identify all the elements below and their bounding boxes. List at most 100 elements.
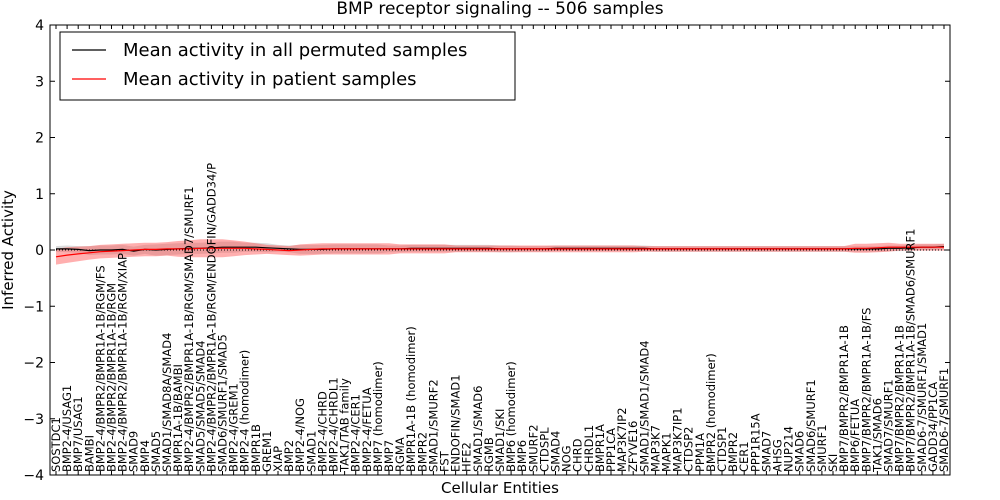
x-tick-label: SKI — [826, 454, 840, 472]
x-tick-label: BMP7/BMPR2/BMPR1A-1B/FS — [859, 308, 873, 472]
x-tick-label: NOG — [560, 445, 574, 472]
x-tick-label: CTDSP1 — [715, 427, 729, 472]
x-tick-label: BMP2-4/BMPR2/BMPR1A-1B/RGM/XIAP — [116, 253, 130, 472]
x-tick-label: MAP3K7IP1 — [671, 407, 685, 472]
x-tick-label: BMP2-4/FETUA — [360, 387, 374, 472]
x-tick-label: MAP3K7IP2 — [615, 407, 629, 472]
chart-title: BMP receptor signaling -- 506 samples — [336, 0, 663, 19]
x-tick-label: SMAD4 — [549, 431, 563, 472]
x-tick-label: BMP2-4/GREM1 — [227, 383, 241, 472]
x-tick-label: SMAD6-7/SMURF1 — [937, 368, 951, 472]
x-tick-label: BMP7 — [382, 440, 396, 472]
x-tick-label: SMAD5/SMAD5/SMAD4 — [193, 340, 207, 472]
x-tick-label: TAK1/SMAD6 — [870, 398, 884, 473]
x-tick-label: GREM1 — [260, 431, 274, 472]
x-tick-label: SMAD6-7/SMURF1/SMAD1 — [915, 323, 929, 472]
x-tick-label: BMP2-4/CHRD — [315, 391, 329, 472]
x-tick-label: BMP2-4/CHRDL1 — [327, 377, 341, 472]
x-tick-label: BAMBI — [82, 435, 96, 472]
x-tick-label: BMP6 — [515, 440, 529, 472]
x-tick-label: BMP2-4 (homodimer) — [238, 350, 252, 472]
x-tick-label: SMAD9 — [127, 431, 141, 472]
x-tick-label: ENDOFIN/SMAD1 — [449, 374, 463, 472]
x-tick-label: SMAD1/SKI — [493, 409, 507, 472]
x-tick-label: NUP214 — [782, 426, 796, 472]
y-tick-label: −2 — [23, 356, 44, 372]
y-tick-label: 0 — [35, 243, 44, 259]
x-tick-label: CHRDL1 — [582, 425, 596, 472]
x-tick-label: CHRD — [571, 438, 585, 472]
x-tick-label: SMURF2 — [526, 424, 540, 472]
x-tick-label: BMP2-4/USAG1 — [60, 385, 74, 472]
x-tick-label: RGMA — [393, 437, 407, 472]
x-axis-label: Cellular Entities — [441, 479, 559, 497]
x-tick-label: SMAD7 — [759, 431, 773, 472]
x-tick-label: ZFYVE16 — [626, 421, 640, 472]
x-tick-label: SMAD1/SMAD6 — [471, 386, 485, 472]
plot-frame — [49, 24, 951, 476]
x-tick-label: SMAD7/SMURF1 — [882, 379, 896, 472]
y-tick-label: 2 — [35, 131, 44, 147]
x-tick-label: BMPR1A-1B (homodimer) — [404, 326, 418, 472]
x-tick-label: BMP6/FETUA — [848, 399, 862, 472]
x-tick-label: MAPK1 — [660, 432, 674, 472]
x-tick-label: PPP1R15A — [748, 413, 762, 472]
x-tick-label: HFE2 — [460, 442, 474, 472]
x-tick-label: TAK1/TAB family — [338, 378, 352, 473]
x-tick-label: BMPR1B — [249, 424, 263, 472]
x-tick-label: BMP2-4/BMPR2/BMPR1A-1B/RGM — [105, 283, 119, 472]
x-tick-label: BMP7 (homodimer) — [371, 361, 385, 472]
x-tick-label: BMP7/USAG1 — [71, 396, 85, 472]
line-series-2 — [55, 246, 944, 258]
x-tick-labels: SOSTDC1BMP2-4/USAG1BMP7/USAG1BAMBIBMP2-4… — [49, 25, 951, 475]
x-tick-label: RGMB — [482, 437, 496, 472]
x-tick-label: BMP2-4/NOG — [293, 398, 307, 472]
x-tick-label: GADD34/PP1CA — [926, 382, 940, 472]
x-tick-label: BMP4 — [138, 440, 152, 472]
x-tick-label: BMPR2 — [726, 432, 740, 472]
legend-label-1: Mean activity in all permuted samples — [123, 40, 467, 61]
x-tick-label: BMP6 (homodimer) — [504, 361, 518, 472]
x-tick-label: BMPR2 (homodimer) — [704, 353, 718, 472]
y-tick-label: −1 — [23, 299, 44, 315]
x-tick-label: BMP7/BMPR2/BMPR1A-1B/SMAD6/SMURF1 — [904, 229, 918, 472]
x-tick-label: SOSTDC1 — [49, 417, 63, 472]
x-tick-label: BMPR1A-1B/BAMBI — [171, 364, 185, 472]
x-tick-label: BMPR2 — [415, 432, 429, 472]
x-tick-label: BMP2-4/BMPR2/BMPR1A-1B/RGM/FS — [93, 265, 107, 472]
legend: Mean activity in all permuted samples Mea… — [59, 31, 516, 101]
x-tick-label: SMAD6/SMURF1/SMAD5 — [216, 334, 230, 472]
legend-box — [59, 31, 516, 101]
y-tick-label: −3 — [23, 412, 44, 428]
series-lines — [55, 246, 945, 258]
y-axis-label: Inferred Activity — [0, 190, 17, 310]
x-tick-label: SMAD1/SMURF2 — [426, 379, 440, 472]
x-tick-label: FST — [438, 450, 452, 472]
x-tick-label: SMURF1 — [815, 424, 829, 472]
legend-label-2: Mean activity in patient samples — [123, 69, 417, 90]
x-tick-label: SMAD6 — [793, 431, 807, 472]
x-tick-label: XIAP — [271, 446, 285, 472]
band-series-2 — [56, 239, 944, 265]
y-tick-label: −4 — [23, 468, 44, 484]
x-tick-label: MAP3K7 — [648, 425, 662, 472]
x-tick-label: SMAD1/SMAD8A/SMAD4 — [160, 333, 174, 472]
x-tick-label: BMP2-4/BMPR2/BMPR1A-1B/RGM/ENDOFIN/GADD3… — [204, 163, 218, 472]
x-tick-label: CTDSP2 — [682, 427, 696, 472]
x-tick-label: PPM1A — [693, 433, 707, 472]
x-tick-label: BMP2-4/CER1 — [349, 394, 363, 472]
x-tick-label: PPP1CA — [604, 428, 618, 472]
x-tick-label: AHSG — [771, 439, 785, 472]
x-tick-label: BMPR1A — [593, 424, 607, 472]
x-tick-label: SMAD6/SMURF1 — [804, 379, 818, 472]
y-tick-label: 4 — [35, 18, 44, 34]
y-tick-label: 3 — [35, 74, 44, 90]
x-tick-label: SMAD5 — [149, 431, 163, 472]
x-tick-label: SMAD1/SMAD1/SMAD4 — [637, 340, 651, 472]
x-tick-label: CER1 — [737, 441, 751, 472]
x-tick-label: BMP7/BMPR2/BMPR1A-1B — [837, 325, 851, 472]
x-tick-label: SMAD1 — [304, 431, 318, 472]
y-ticks: 4 3 2 1 0 −1 −2 −3 −4 — [23, 18, 950, 484]
x-tick-label: BMP7/BMPR2/BMPR1A-1B — [893, 325, 907, 472]
